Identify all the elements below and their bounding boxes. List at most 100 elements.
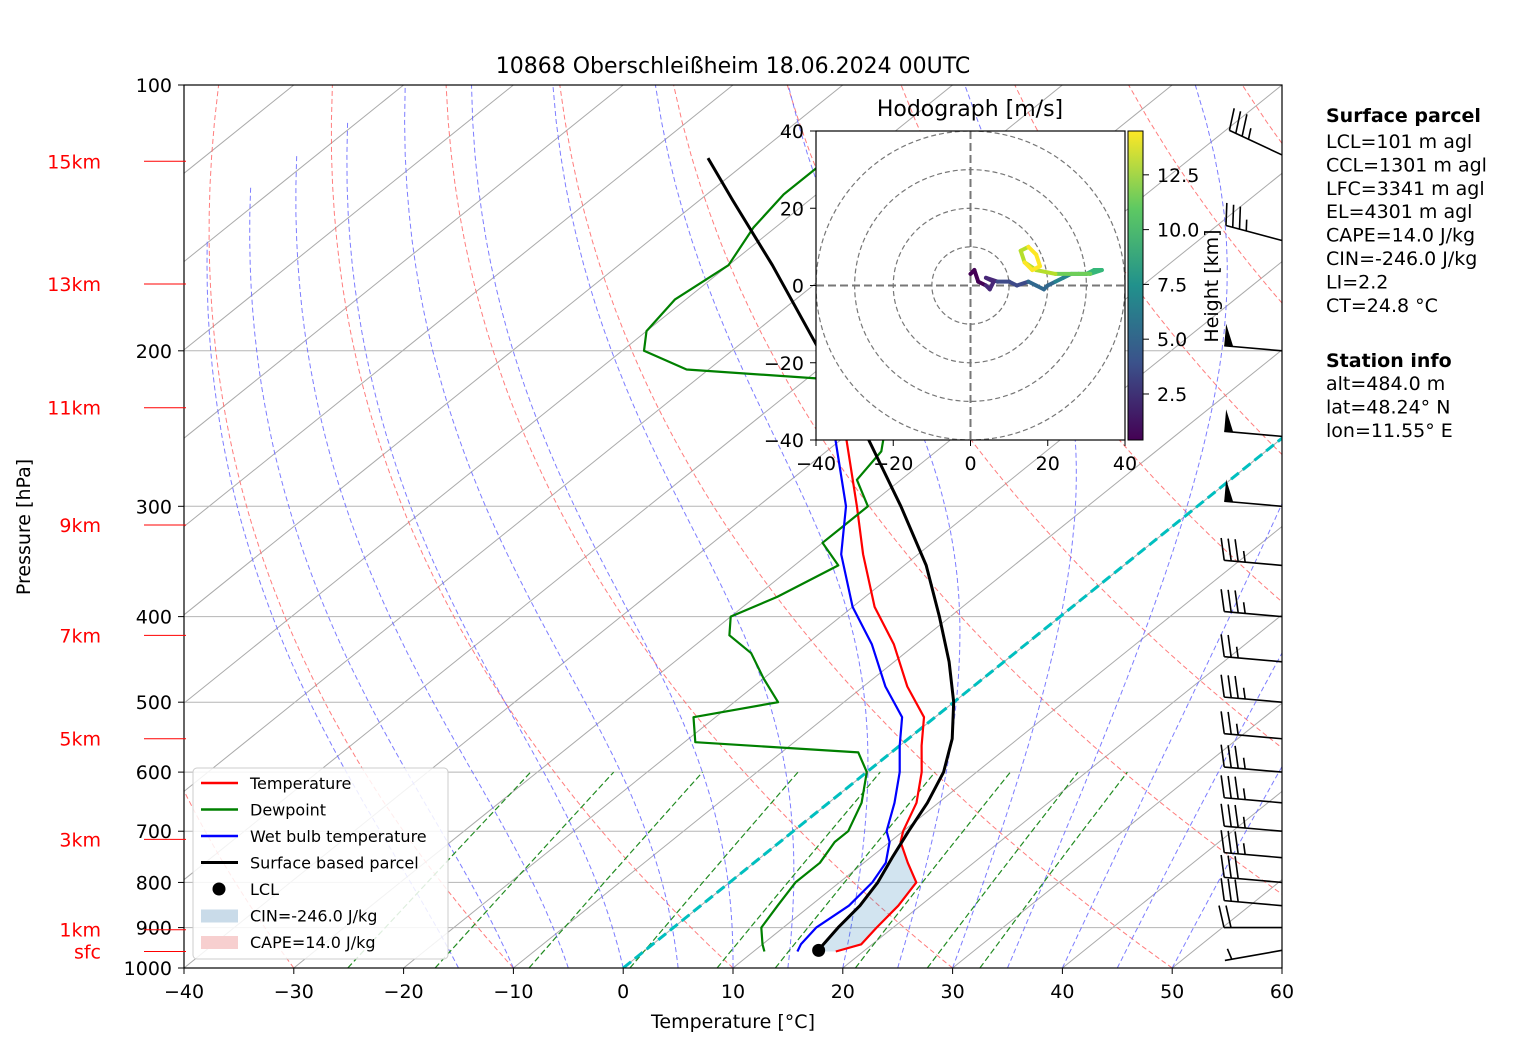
wind-barb-staff (1224, 877, 1282, 882)
lcl-marker (812, 944, 825, 957)
hodograph-y-tick-label: 20 (780, 198, 804, 220)
wind-barb-half-feather (1227, 949, 1231, 959)
x-tick-label: 0 (617, 981, 629, 1003)
colorbar-tick-label: 7.5 (1157, 274, 1187, 296)
colorbar-gradient (1128, 131, 1143, 440)
legend-swatch-patch (201, 910, 238, 923)
wind-barb-feather (1228, 804, 1231, 826)
surface-parcel-line: CIN=-246.0 J/kg (1326, 248, 1477, 270)
colorbar-tick-label: 12.5 (1157, 165, 1199, 187)
wind-barb (1221, 538, 1282, 565)
colorbar-tick-label: 2.5 (1157, 384, 1187, 406)
height-label: 15km (47, 151, 101, 173)
wind-barb (1219, 906, 1282, 928)
hodograph-background (816, 131, 1125, 440)
surface-parcel-line: CCL=1301 m agl (1326, 154, 1487, 176)
wind-barb-feather (1235, 831, 1238, 853)
wind-barb-feather (1235, 805, 1238, 827)
mixing-ratio-line (435, 772, 614, 968)
wind-barb-feather (1221, 804, 1224, 826)
height-label: 11km (47, 398, 101, 420)
wind-barb-half-feather (1244, 688, 1246, 699)
moist-adiabat-line (553, 85, 794, 968)
wind-barb (1224, 324, 1282, 351)
y-axis-label: Pressure [hPa] (13, 459, 35, 595)
height-label: sfc (74, 942, 101, 964)
legend-label: LCL (250, 880, 279, 899)
wind-barb-feather (1221, 745, 1224, 767)
hodograph-x-tick-label: −20 (873, 453, 913, 475)
mixing-ratio-line (980, 772, 1128, 968)
wind-barb-feather (1221, 675, 1224, 697)
wind-barb-half-feather (1248, 128, 1250, 139)
hodograph-x-tick-label: 40 (1113, 453, 1137, 475)
wind-barb-staff (1224, 697, 1282, 702)
wind-barb-half-feather (1237, 647, 1239, 658)
wind-barb-feather (1242, 114, 1247, 136)
wind-barb-half-feather (1244, 788, 1246, 799)
wind-barb-staff (1225, 950, 1282, 960)
wind-barb-feather (1228, 745, 1231, 767)
hodograph-y-tick-label: −20 (764, 353, 804, 375)
wind-barb (1221, 711, 1282, 738)
p-tick-label: 500 (136, 692, 172, 714)
legend-label: Dewpoint (250, 801, 326, 820)
mixing-ratio-line (630, 772, 798, 968)
wind-barb (1226, 203, 1282, 241)
x-tick-label: 10 (721, 981, 745, 1003)
wind-barb-feather (1228, 675, 1231, 697)
wind-barb-feather (1221, 711, 1224, 733)
wind-barb-feather (1236, 111, 1241, 133)
p-tick-label: 100 (136, 75, 172, 97)
p-tick-label: 1000 (124, 958, 172, 980)
wind-barb-feather (1233, 205, 1234, 228)
station-info-line: lat=48.24° N (1326, 396, 1450, 418)
legend-swatch-dot (213, 883, 226, 896)
surface-parcel-heading: Surface parcel (1326, 105, 1481, 127)
wind-barb-staff (1226, 225, 1282, 240)
wind-barb-half-feather (1244, 758, 1246, 769)
x-tick-label: 60 (1270, 981, 1294, 1003)
wind-barb-staff (1229, 130, 1282, 155)
x-axis-label: Temperature [°C] (650, 1011, 815, 1033)
wind-barb (1221, 675, 1282, 702)
wind-barb-feather (1221, 878, 1224, 900)
wind-barb-feather (1235, 746, 1238, 768)
wind-barb-staff (1224, 734, 1282, 739)
height-label: 7km (59, 625, 101, 647)
wind-barb-staff (1224, 560, 1282, 565)
wind-barb-staff (1224, 767, 1282, 772)
station-info-heading: Station info (1326, 350, 1452, 372)
mixing-ratio-line (529, 772, 703, 968)
wind-barb-staff (1224, 612, 1282, 617)
colorbar-tick-label: 10.0 (1157, 220, 1199, 242)
mixing-ratio-line (855, 772, 1010, 968)
height-label: 9km (59, 515, 101, 537)
p-tick-label: 900 (136, 918, 172, 940)
wind-barb (1225, 949, 1282, 961)
surface-parcel-line: LFC=3341 m agl (1326, 178, 1485, 200)
legend-label: CIN=-246.0 J/kg (250, 907, 377, 926)
wind-barb (1229, 108, 1282, 155)
wind-barb (1224, 409, 1282, 436)
legend-label: Temperature (249, 774, 351, 793)
wind-barb-feather (1228, 831, 1231, 853)
surface-parcel-line: EL=4301 m agl (1326, 201, 1472, 223)
hodograph-y-tick-label: −40 (764, 430, 804, 452)
height-label: 1km (59, 920, 101, 942)
wind-barb-feather (1221, 775, 1224, 797)
wind-barb (1224, 479, 1282, 506)
hodograph-y-tick-label: 0 (792, 276, 804, 298)
surface-parcel-line: CT=24.8 °C (1326, 295, 1438, 317)
wind-barb-feather (1221, 830, 1224, 852)
wind-barb-feather (1239, 207, 1240, 230)
wind-barb-feather (1228, 776, 1231, 798)
wind-barb-staff (1224, 657, 1282, 662)
wind-barb-feather (1228, 712, 1231, 734)
wind-barb-half-feather (1244, 843, 1246, 854)
wind-barb (1221, 634, 1282, 661)
